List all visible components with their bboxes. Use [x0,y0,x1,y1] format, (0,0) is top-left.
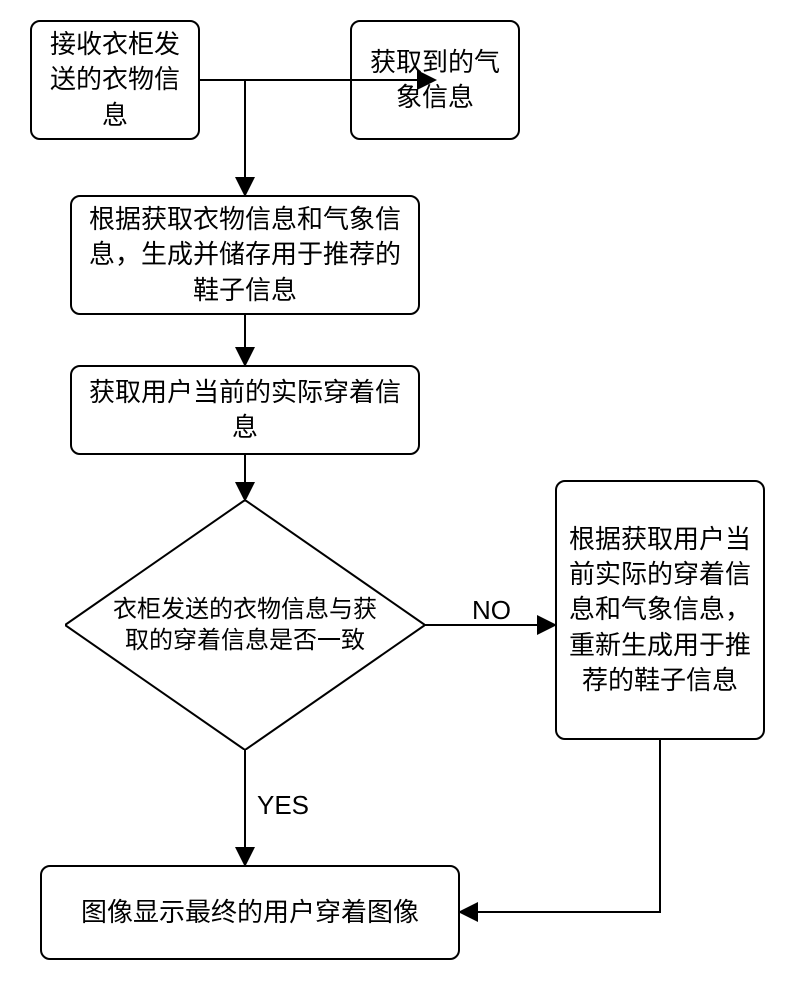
node-text: 获取用户当前的实际穿着信息 [84,375,406,445]
node-text: 获取到的气象信息 [364,45,506,115]
flowchart-node-n1: 接收衣柜发送的衣物信息 [30,20,200,140]
node-text: 接收衣柜发送的衣物信息 [44,27,186,132]
flowchart-edge-e7 [460,740,660,912]
edge-label-yes: YES [255,790,311,821]
node-text: 根据获取衣物信息和气象信息，生成并储存用于推荐的鞋子信息 [84,202,406,307]
flowchart-node-n4: 获取用户当前的实际穿着信息 [70,365,420,455]
flowchart-node-n6: 图像显示最终的用户穿着图像 [40,865,460,960]
node-text: 图像显示最终的用户穿着图像 [81,895,419,930]
flowchart-node-n3: 根据获取衣物信息和气象信息，生成并储存用于推荐的鞋子信息 [70,195,420,315]
flowchart-node-n5: 根据获取用户当前实际的穿着信息和气象信息，重新生成用于推荐的鞋子信息 [555,480,765,740]
edge-label-no: NO [470,595,513,626]
flowchart-canvas: 接收衣柜发送的衣物信息 获取到的气象信息根据获取衣物信息和气象信息，生成并储存用于… [0,0,788,1000]
flowchart-decision-d1: 衣柜发送的衣物信息与获取的穿着信息是否一致 [65,500,425,750]
decision-text: 衣柜发送的衣物信息与获取的穿着信息是否一致 [105,594,385,656]
node-text: 根据获取用户当前实际的穿着信息和气象信息，重新生成用于推荐的鞋子信息 [569,522,751,697]
flowchart-node-n2: 获取到的气象信息 [350,20,520,140]
